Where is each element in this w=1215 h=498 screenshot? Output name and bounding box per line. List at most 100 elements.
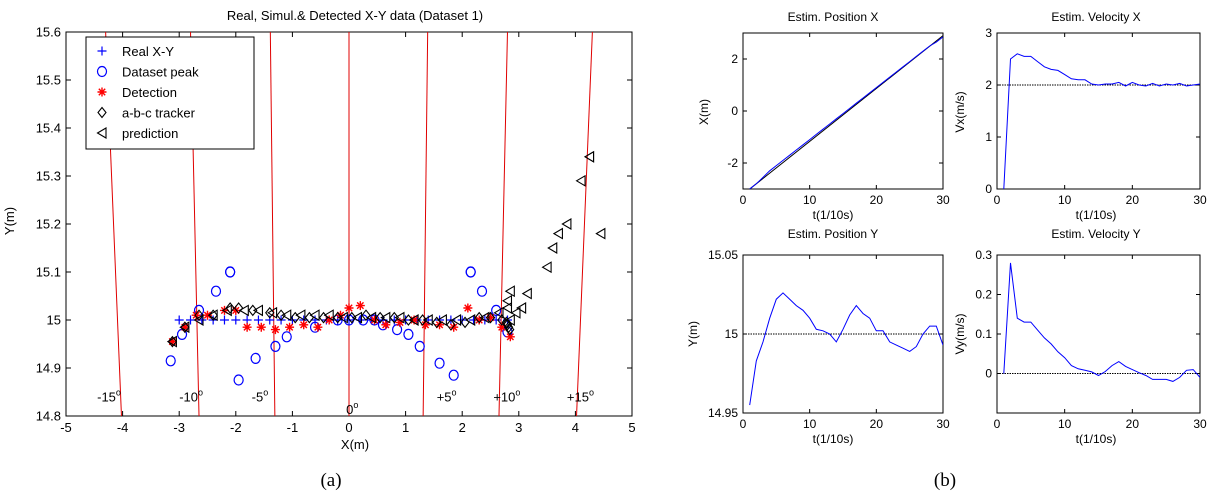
prediction-point: [337, 311, 348, 324]
legend-label: a-b-c tracker: [122, 106, 196, 121]
velocity-y-chart: Estim. Velocity Y t(1/10s) Vy(m/s) 0 10 20…: [953, 227, 1207, 446]
tracker-point: [389, 311, 399, 324]
x-tick-label: 2: [459, 420, 466, 435]
prediction-point: [422, 314, 433, 326]
tracker-point: [501, 316, 512, 329]
prediction-point: [595, 227, 606, 240]
x-tick-label: 1: [402, 420, 409, 435]
prediction-point: [465, 314, 476, 326]
tracker-point: [503, 321, 514, 334]
plot-frame: [996, 254, 1201, 414]
detection-point: [256, 322, 266, 332]
chart-title: Estim. Position X: [788, 10, 879, 24]
legend-box: [85, 36, 255, 150]
y-tick-label: 15.05: [708, 248, 738, 262]
real-xy-point: [97, 46, 107, 56]
degree-symbol: o: [263, 388, 268, 398]
angle-line: [498, 31, 508, 417]
caption-b: (b): [934, 470, 956, 491]
y-axis-label: Y(m): [686, 321, 700, 347]
caption-a: (a): [320, 470, 341, 491]
x-tick-label: 3: [515, 420, 522, 435]
series-a-b-c-tracker: [167, 302, 515, 348]
y-tick-label: 15.3: [36, 169, 61, 184]
x-tick-label: -4: [117, 420, 129, 435]
detection-point: [505, 332, 515, 342]
prediction-point: [541, 261, 552, 274]
legend-label: prediction: [122, 126, 178, 141]
chart-title: Estim. Velocity Y: [1051, 227, 1140, 241]
detection-point: [324, 315, 334, 325]
y-tick-label: 15.1: [36, 265, 61, 280]
degree-symbol: o: [198, 388, 203, 398]
y-axis-label: Y(m): [2, 207, 17, 235]
detection-point: [313, 322, 323, 332]
x-tick-label: 30: [1193, 193, 1207, 207]
x-tick-label: 0: [345, 420, 352, 435]
y-tick-label: 15: [47, 313, 61, 328]
x-tick-label: 10: [1058, 193, 1072, 207]
x-axis-label: t(1/10s): [813, 432, 854, 446]
legend-label: Dataset peak: [122, 65, 199, 80]
xy-trajectory-chart: Real, Simul.& Detected X-Y data (Dataset…: [2, 8, 636, 452]
detection-point: [219, 305, 229, 315]
angle-line: [422, 31, 429, 417]
prediction-point: [436, 314, 447, 326]
detection-point: [191, 310, 201, 320]
x-axis-label: t(1/10s): [1076, 432, 1117, 446]
tracker-point: [225, 302, 235, 314]
prediction-point: [504, 314, 515, 326]
x-tick-label: 0: [994, 193, 1001, 207]
y-tick-label: 0.1: [975, 327, 992, 341]
y-tick-label: 15.4: [36, 121, 61, 136]
dataset-peak-point: [434, 357, 445, 369]
dataset-peak-point: [358, 314, 369, 326]
tracker-point: [276, 309, 286, 322]
prediction-point: [479, 311, 490, 324]
dataset-peak-point: [403, 328, 414, 340]
x-tick-label: 20: [870, 193, 884, 207]
x-tick-label: -3: [173, 420, 185, 435]
dataset-peak-point: [225, 266, 236, 278]
y-tick-label: 1: [985, 130, 992, 144]
dataset-peak-point: [414, 340, 425, 352]
prediction-point: [267, 306, 278, 319]
y-tick-label: 2: [985, 78, 992, 92]
degree-symbol: o: [116, 388, 121, 398]
prediction-point: [504, 285, 515, 298]
angle-label: +10o: [493, 388, 520, 405]
degree-symbol: o: [589, 388, 594, 398]
tracker-point: [403, 314, 414, 326]
tracker-point: [332, 311, 343, 324]
dataset-peak-point: [281, 331, 292, 343]
prediction-point: [394, 311, 405, 324]
x-tick-label: 10: [1058, 417, 1072, 431]
prediction-point: [408, 314, 419, 326]
real-xy-point: [219, 315, 229, 325]
prediction-point: [179, 321, 190, 334]
prediction-point: [281, 309, 292, 322]
tracker-point: [233, 302, 244, 314]
x-tick-label: 30: [936, 193, 950, 207]
x-tick-label: 30: [1193, 417, 1207, 431]
position-x-chart: Estim. Position X t(1/10s) X(m) 0 10 20 30-…: [697, 10, 950, 222]
chart-title: Estim. Position Y: [788, 227, 878, 241]
detection-point: [203, 310, 212, 320]
y-tick-label: 15.5: [36, 73, 61, 88]
prediction-point: [547, 242, 558, 254]
y-tick-label: 15.2: [36, 217, 61, 232]
x-tick-label: 20: [870, 417, 884, 431]
x-tick-label: 0: [994, 417, 1001, 431]
y-tick-label: 14.9: [36, 361, 61, 376]
prediction-point: [501, 294, 513, 307]
tracker-point: [248, 304, 258, 317]
estimate-line: [749, 292, 943, 406]
detection-point: [97, 87, 107, 97]
prediction-point: [501, 302, 513, 314]
x-tick-label: 4: [572, 420, 579, 435]
prediction-point: [351, 311, 363, 324]
real-xy-point: [253, 315, 263, 325]
degree-symbol: o: [452, 388, 457, 398]
detection-point: [420, 320, 430, 330]
